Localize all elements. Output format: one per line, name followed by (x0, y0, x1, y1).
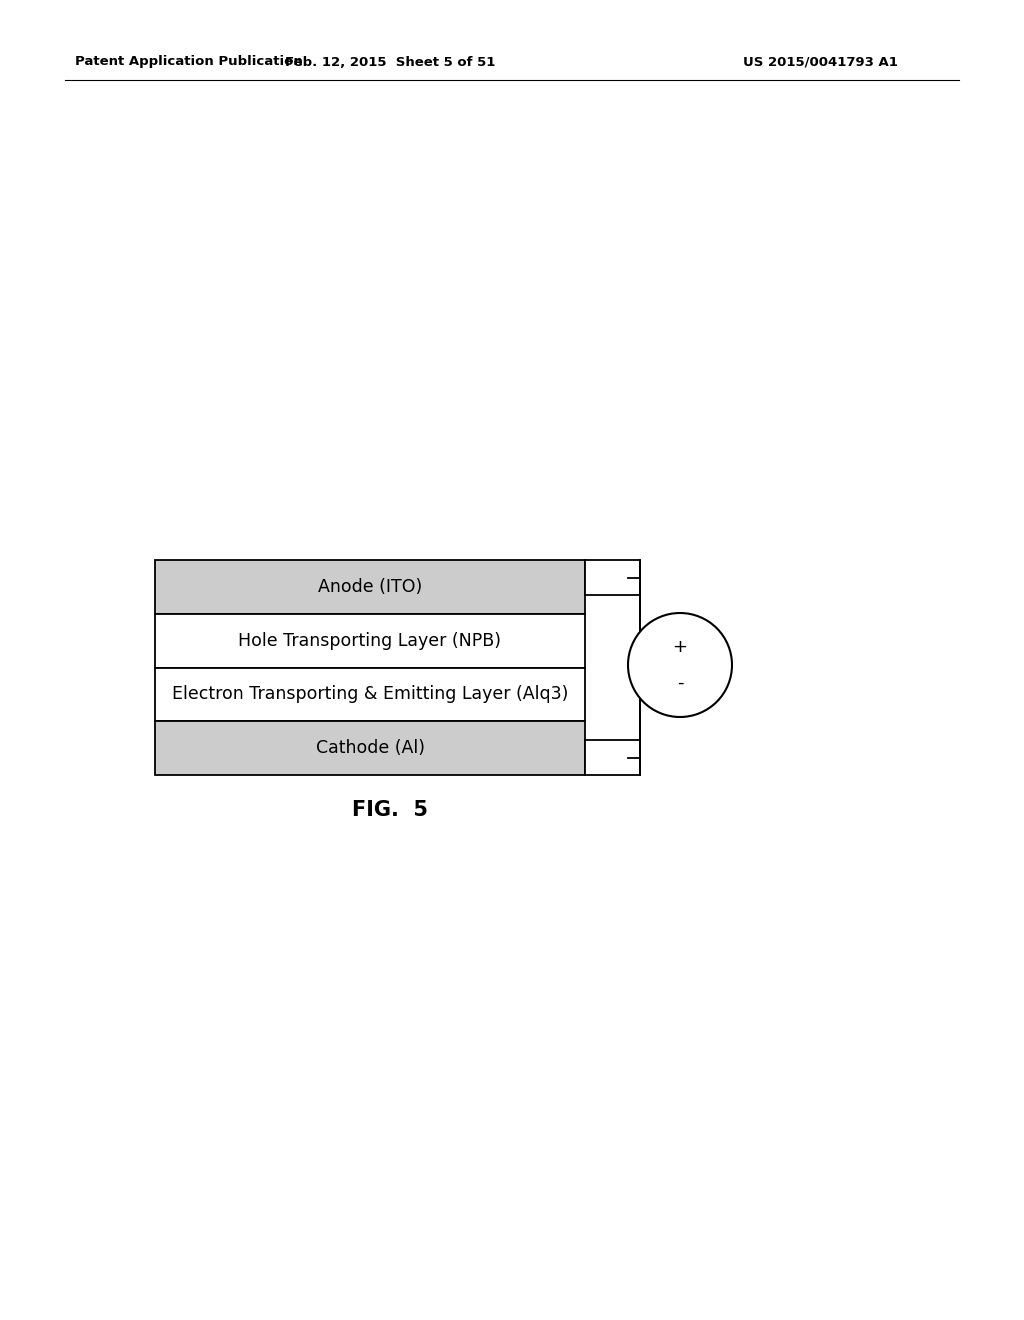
Text: US 2015/0041793 A1: US 2015/0041793 A1 (742, 55, 897, 69)
Text: Patent Application Publication: Patent Application Publication (75, 55, 303, 69)
Text: +: + (673, 638, 687, 656)
Bar (155, 668, 585, 721)
Text: Anode (ITO): Anode (ITO) (317, 578, 422, 595)
Circle shape (628, 612, 732, 717)
Text: -: - (677, 675, 683, 692)
Text: FIG.  5: FIG. 5 (352, 800, 428, 820)
Bar (585, 741, 640, 775)
Bar (585, 560, 640, 595)
Bar (155, 721, 585, 775)
Text: Electron Transporting & Emitting Layer (Alq3): Electron Transporting & Emitting Layer (… (172, 685, 568, 704)
Text: Feb. 12, 2015  Sheet 5 of 51: Feb. 12, 2015 Sheet 5 of 51 (285, 55, 496, 69)
Bar (155, 560, 585, 614)
Text: Hole Transporting Layer (NPB): Hole Transporting Layer (NPB) (239, 632, 502, 649)
Text: Cathode (Al): Cathode (Al) (315, 739, 425, 758)
Bar (155, 614, 585, 668)
